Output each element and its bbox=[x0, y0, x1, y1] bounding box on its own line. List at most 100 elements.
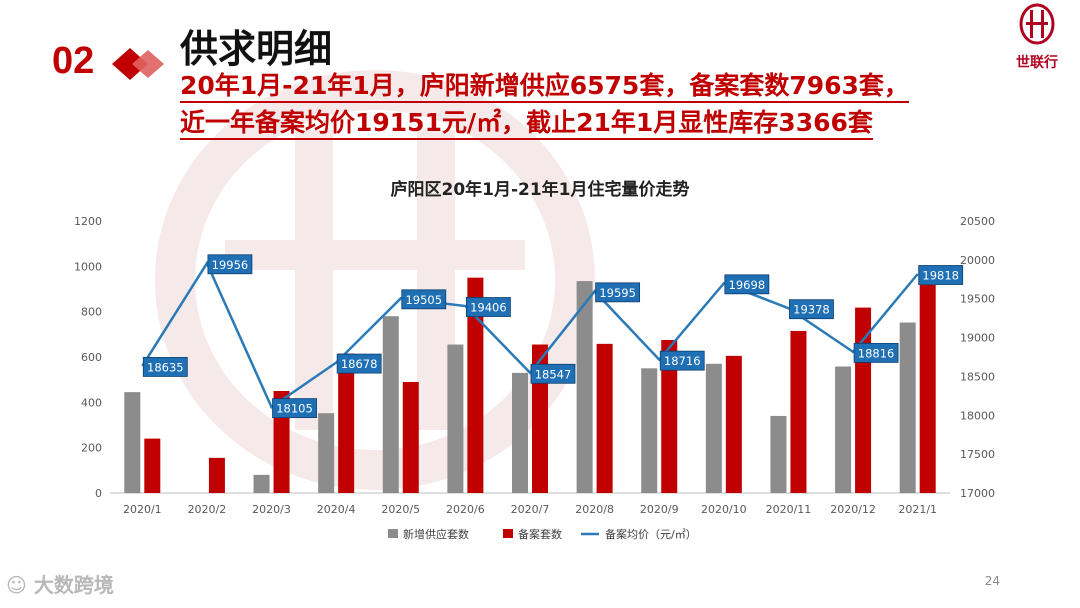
price-data-label: 18547 bbox=[530, 363, 576, 384]
price-data-label: 19698 bbox=[724, 274, 770, 295]
bar-supply bbox=[124, 392, 141, 493]
y-right-tick-label: 18500 bbox=[960, 370, 995, 383]
y-left-tick-label: 800 bbox=[81, 306, 102, 319]
x-tick-label: 2020/2 bbox=[188, 503, 227, 516]
bar-filed bbox=[855, 307, 872, 493]
y-left-tick-label: 1200 bbox=[74, 215, 102, 228]
bar-supply bbox=[641, 368, 658, 493]
price-label-text: 19956 bbox=[212, 258, 249, 272]
y-left-tick-label: 400 bbox=[81, 396, 102, 409]
price-label-box bbox=[789, 299, 834, 320]
x-tick-label: 2020/1 bbox=[123, 503, 162, 516]
footer-brand-text: 大数跨境 bbox=[33, 573, 114, 597]
price-label-box bbox=[659, 350, 705, 371]
subtitle-line-1: 20年1月-21年1月，庐阳新增供应6575套，备案套数7963套， bbox=[180, 70, 909, 103]
price-label-box bbox=[465, 297, 511, 317]
y-right-tick-label: 17000 bbox=[960, 487, 995, 500]
price-data-label: 19595 bbox=[595, 282, 641, 303]
price-label-text: 19698 bbox=[729, 278, 766, 292]
price-label-box bbox=[207, 254, 253, 275]
price-label-box bbox=[530, 363, 576, 384]
bar-supply bbox=[576, 281, 593, 493]
bar-filed bbox=[402, 381, 419, 493]
price-label-box bbox=[142, 357, 188, 377]
price-data-label: 18716 bbox=[659, 350, 705, 371]
logo-text: 世联行 bbox=[1016, 55, 1058, 71]
price-label-text: 18635 bbox=[147, 360, 184, 374]
price-label-box bbox=[336, 353, 382, 374]
x-tick-label: 2020/11 bbox=[766, 503, 812, 516]
y-right-tick-label: 17500 bbox=[960, 448, 995, 461]
price-data-label: 19956 bbox=[207, 254, 253, 275]
price-data-label: 18678 bbox=[336, 353, 382, 374]
bar-supply bbox=[835, 366, 852, 493]
bar-filed bbox=[596, 343, 613, 493]
subtitle-line-2: 近一年备案均价19151元/㎡，截止21年1月显性库存3366套 bbox=[180, 107, 873, 140]
legend-label: 备案套数 bbox=[518, 527, 562, 541]
price-data-label: 19505 bbox=[401, 289, 447, 310]
watermark-emblem-icon bbox=[155, 70, 595, 490]
price-label-text: 19595 bbox=[599, 286, 636, 300]
x-tick-label: 2020/8 bbox=[575, 503, 614, 516]
x-tick-label: 2020/3 bbox=[252, 503, 291, 516]
price-label-text: 18547 bbox=[535, 367, 572, 381]
x-tick-label: 2020/4 bbox=[317, 503, 356, 516]
x-tick-label: 2021/1 bbox=[898, 503, 937, 516]
price-data-label: 18635 bbox=[142, 357, 188, 377]
price-data-label: 19818 bbox=[918, 265, 964, 285]
bar-supply bbox=[447, 344, 464, 493]
price-label-text: 19818 bbox=[922, 269, 959, 283]
bar-supply bbox=[253, 474, 270, 493]
bar-filed bbox=[208, 457, 225, 493]
bar-supply bbox=[705, 363, 722, 493]
price-data-label: 19378 bbox=[789, 299, 834, 320]
page-title: 供求明细 bbox=[180, 27, 333, 71]
shilian-logo-icon bbox=[1019, 3, 1055, 45]
y-right-tick-label: 19500 bbox=[960, 293, 995, 306]
bar-supply bbox=[899, 322, 916, 493]
price-label-text: 19406 bbox=[470, 301, 507, 315]
x-tick-label: 2020/6 bbox=[446, 503, 485, 516]
legend-label: 备案均价（元/㎡） bbox=[605, 527, 697, 541]
price-label-box bbox=[595, 282, 641, 303]
legend-item: 备案套数 bbox=[503, 527, 562, 541]
legend-item: 新增供应套数 bbox=[388, 527, 469, 541]
price-label-box bbox=[724, 274, 770, 295]
chart-title: 庐阳区20年1月-21年1月住宅量价走势 bbox=[390, 179, 689, 200]
price-label-box bbox=[918, 265, 964, 285]
bar-supply bbox=[512, 372, 528, 493]
price-data-label: 18105 bbox=[272, 398, 317, 419]
legend-swatch bbox=[503, 529, 513, 538]
price-label-box bbox=[272, 398, 317, 419]
price-label-text: 18678 bbox=[341, 357, 378, 371]
x-tick-label: 2020/9 bbox=[640, 503, 679, 516]
bar-filed bbox=[661, 340, 678, 493]
diamond-icon bbox=[112, 48, 164, 80]
bar-filed bbox=[467, 277, 484, 493]
bar-filed bbox=[725, 355, 742, 493]
price-label-box bbox=[853, 342, 899, 363]
y-right-tick-label: 19000 bbox=[960, 332, 995, 345]
y-right-tick-label: 18000 bbox=[960, 409, 995, 422]
bar-filed bbox=[919, 284, 936, 493]
bar-supply bbox=[770, 415, 787, 493]
footer-brand: ☺ 大数跨境 bbox=[6, 569, 114, 598]
price-label-text: 19505 bbox=[405, 293, 442, 307]
y-left-tick-label: 0 bbox=[95, 487, 102, 500]
legend-label: 新增供应套数 bbox=[403, 527, 469, 541]
price-label-box bbox=[401, 289, 447, 310]
page-number: 24 bbox=[984, 574, 1000, 588]
price-data-label: 18816 bbox=[853, 342, 899, 363]
y-left-tick-label: 600 bbox=[81, 351, 102, 364]
y-right-tick-label: 20500 bbox=[960, 215, 995, 228]
y-right-tick-label: 20000 bbox=[960, 254, 995, 267]
price-label-text: 18716 bbox=[664, 354, 701, 368]
bar-filed bbox=[144, 438, 161, 493]
section-number: 02 bbox=[52, 40, 95, 82]
dashu-logo-icon: ☺ bbox=[6, 573, 27, 597]
bar-filed bbox=[790, 330, 807, 493]
bar-supply bbox=[382, 316, 399, 493]
bar-supply bbox=[318, 413, 335, 493]
price-label-text: 18816 bbox=[858, 346, 895, 360]
